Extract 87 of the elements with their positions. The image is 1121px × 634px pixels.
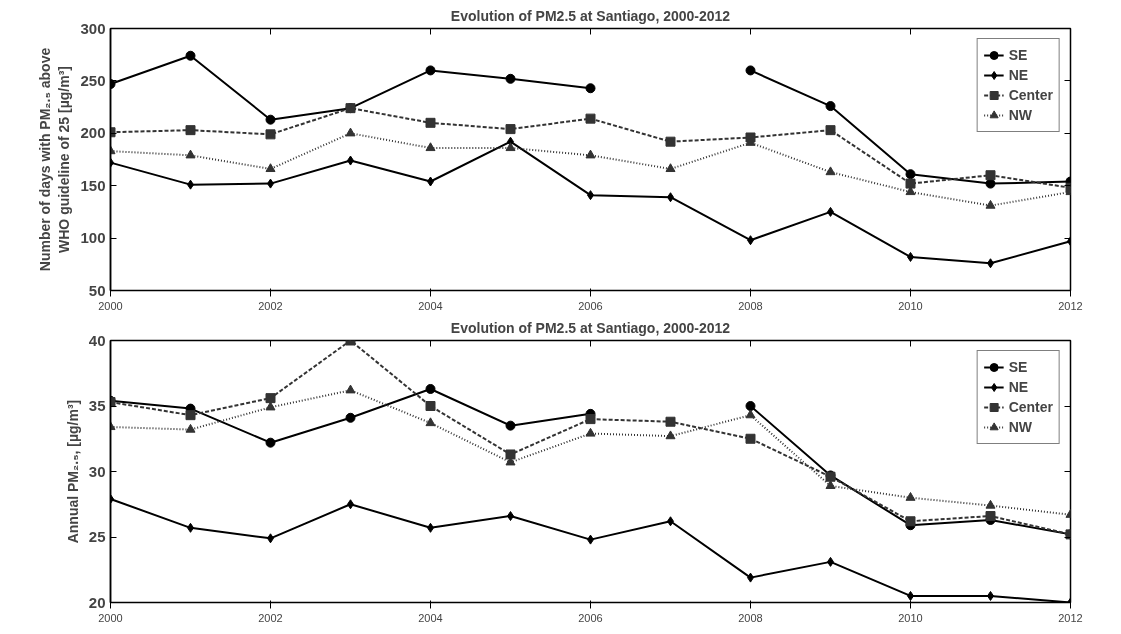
point [505, 420, 516, 431]
y-axis-title: Number of days with PM₂.₅ above WHO guideline of 25 [µg/m³] [37, 47, 73, 272]
legend-label: NW [1008, 107, 1032, 123]
point [745, 65, 756, 76]
point [665, 416, 676, 427]
point [585, 113, 596, 124]
y-tick-label: 20 [88, 593, 106, 611]
point [825, 101, 836, 112]
legend-label: Center [1008, 87, 1053, 103]
point [585, 427, 596, 437]
point [425, 117, 436, 128]
x-tick-label: 2012 [1058, 611, 1083, 624]
chart-title: Evolution of PM2.5 at Santiago, 2000-2012 [450, 7, 731, 24]
x-tick-label: 2006 [578, 611, 603, 624]
point [185, 423, 196, 433]
point [505, 73, 516, 84]
point [265, 401, 276, 411]
point [505, 124, 516, 135]
point [665, 430, 676, 440]
x-tick-label: 2002 [258, 611, 283, 624]
point [425, 65, 436, 76]
point [985, 499, 996, 509]
point [425, 142, 436, 152]
chart-title: Evolution of PM2.5 at Santiago, 2000-2012 [450, 319, 731, 336]
point [265, 163, 276, 173]
point [585, 414, 596, 425]
point [185, 410, 196, 421]
point [665, 163, 676, 173]
x-tick-label: 2008 [738, 611, 763, 624]
point [825, 166, 836, 176]
point [745, 409, 756, 419]
y-tick-label: 100 [80, 229, 106, 247]
legend-label: SE [1008, 47, 1029, 63]
point [265, 437, 276, 448]
y-tick-label: 300 [80, 19, 106, 37]
point [345, 127, 356, 137]
y-tick-label: 40 [88, 331, 106, 349]
point [905, 516, 916, 527]
y-tick-label: 35 [88, 397, 106, 414]
point [905, 169, 916, 180]
point [425, 417, 436, 427]
point [505, 449, 516, 460]
point [585, 149, 596, 159]
point [745, 433, 756, 444]
x-tick-label: 2000 [98, 611, 123, 624]
point [185, 125, 196, 136]
point [185, 149, 196, 159]
point [345, 384, 356, 394]
point [985, 170, 996, 181]
y-tick-label: 30 [88, 462, 106, 480]
x-tick-label: 2010 [898, 299, 923, 312]
y-axis-title: Annual PM₂.₅, [µg/m³] [64, 399, 81, 544]
x-tick-label: 2012 [1058, 299, 1083, 312]
point [665, 136, 676, 147]
point [265, 114, 276, 125]
point [185, 50, 196, 61]
point [345, 412, 356, 423]
point [825, 125, 836, 136]
point [905, 492, 916, 501]
point [505, 142, 516, 152]
x-tick-label: 2010 [898, 611, 923, 624]
x-tick-label: 2004 [418, 611, 443, 624]
y-tick-label: 250 [80, 71, 106, 89]
point [745, 401, 756, 411]
legend-label: Center [1008, 399, 1053, 415]
point [585, 83, 596, 94]
point [265, 393, 276, 404]
x-tick-label: 2004 [418, 299, 443, 312]
x-tick-label: 2008 [738, 299, 763, 312]
point [985, 199, 996, 209]
x-tick-label: 2006 [578, 299, 603, 312]
point [825, 480, 836, 490]
point [425, 383, 436, 394]
x-tick-label: 2002 [258, 299, 283, 312]
y-tick-label: 150 [80, 176, 106, 194]
legend-label: SE [1008, 359, 1029, 375]
point [265, 129, 276, 140]
y-tick-label: 200 [80, 124, 106, 142]
y-tick-label: 25 [88, 528, 106, 545]
legend-label: NW [1008, 419, 1032, 435]
legend-label: NE [1008, 379, 1029, 395]
legend-label: NE [1008, 67, 1029, 83]
y-tick-label: 50 [88, 281, 106, 299]
point [985, 178, 996, 189]
point [425, 401, 436, 411]
x-tick-label: 2000 [98, 299, 123, 312]
point [905, 178, 916, 189]
